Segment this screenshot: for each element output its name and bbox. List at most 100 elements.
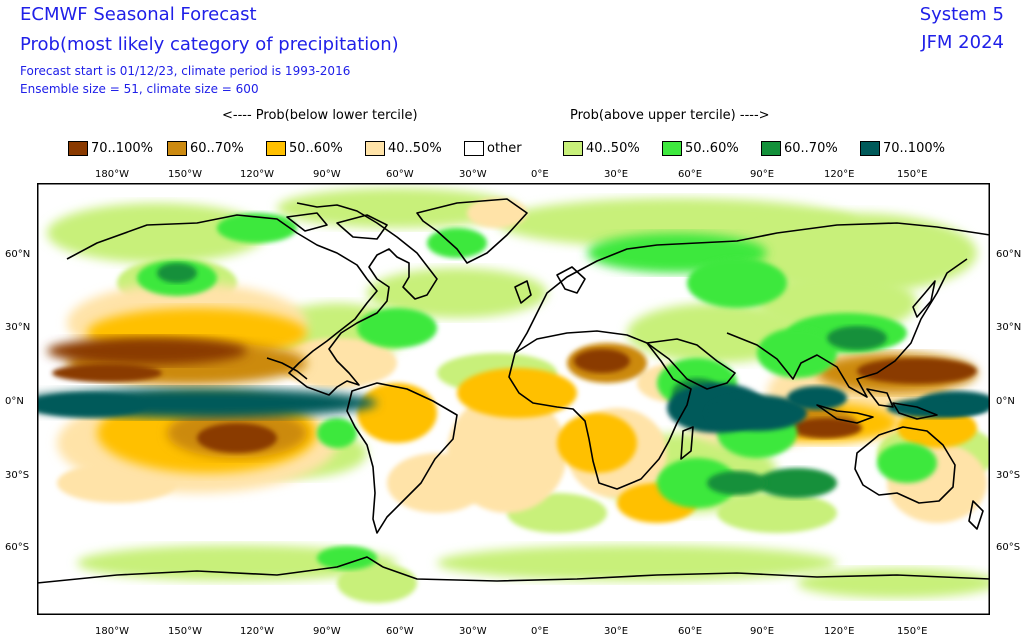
legend-label: 70..100% [883, 141, 945, 156]
probability-patch [77, 545, 397, 581]
map-frame [37, 183, 990, 615]
probability-patch [707, 395, 807, 431]
probability-patch [787, 386, 847, 410]
lon-tick-label: 60°E [678, 626, 703, 637]
lon-tick-label: 120°W [240, 169, 274, 180]
lon-tick-label: 90°W [313, 626, 341, 637]
probability-patch [47, 203, 267, 263]
lat-tick-label: 60°N [996, 249, 1022, 260]
probability-patch [717, 493, 837, 533]
legend-item: 50..60% [662, 140, 739, 157]
lon-tick-label: 150°W [168, 626, 202, 637]
lon-tick-label: 0°E [531, 626, 549, 637]
probability-patch [467, 198, 527, 228]
probability-patch [457, 368, 577, 418]
probability-patch [757, 468, 837, 498]
legend-item: 40..50% [365, 140, 442, 157]
lat-tick-label: 60°S [996, 542, 1021, 553]
period-label: JFM 2024 [921, 32, 1004, 53]
lon-tick-label: 180°W [95, 169, 129, 180]
legend-item: 70..100% [860, 140, 945, 157]
legend-label: 40..50% [586, 141, 640, 156]
legend-swatch [563, 141, 583, 156]
legend-label: 60..70% [190, 141, 244, 156]
legend-label: 70..100% [91, 141, 153, 156]
forecast-info: Forecast start is 01/12/23, climate peri… [20, 64, 351, 78]
probability-patch [574, 349, 630, 373]
probability-patch [557, 413, 637, 473]
lon-tick-label: 30°E [604, 626, 629, 637]
legend-item: 60..70% [167, 140, 244, 157]
legend-label: other [487, 141, 522, 156]
ensemble-info: Ensemble size = 51, climate size = 600 [20, 82, 259, 96]
legend-swatch [365, 141, 385, 156]
legend-label: 50..60% [685, 141, 739, 156]
precipitation-map [37, 183, 990, 615]
probability-patch [792, 418, 862, 438]
probability-patch [897, 408, 977, 448]
legend-swatch [464, 141, 484, 156]
lon-tick-label: 60°E [678, 169, 703, 180]
legend-item: 40..50% [563, 140, 640, 157]
lon-tick-label: 120°E [824, 169, 855, 180]
probability-patch [57, 463, 177, 503]
lat-tick-label: 30°S [996, 470, 1021, 481]
lon-tick-label: 120°W [240, 626, 274, 637]
probability-patch [427, 228, 487, 258]
probability-patch [47, 337, 247, 365]
legend-swatch [167, 141, 187, 156]
probability-patch [857, 358, 977, 384]
probability-patch [707, 471, 767, 495]
lon-tick-label: 120°E [824, 626, 855, 637]
legend-item: 70..100% [68, 140, 153, 157]
legend-swatch [68, 141, 88, 156]
probability-patch [157, 263, 197, 283]
lat-tick-label: 30°N [996, 322, 1022, 333]
probability-patch [277, 338, 397, 388]
lon-tick-label: 150°E [897, 626, 928, 637]
lon-tick-label: 180°W [95, 626, 129, 637]
legend-label: 50..60% [289, 141, 343, 156]
lon-tick-label: 150°E [897, 169, 928, 180]
probability-patch [277, 188, 517, 228]
legend-item: 60..70% [761, 140, 838, 157]
lon-tick-label: 30°W [459, 626, 487, 637]
lat-tick-label: 30°N [5, 322, 31, 333]
probability-patch [887, 398, 987, 418]
coastlines [37, 198, 990, 584]
map-subtitle: Prob(most likely category of precipitati… [20, 34, 399, 55]
legend-swatch [266, 141, 286, 156]
probability-patch [357, 383, 437, 443]
legend-swatch [860, 141, 880, 156]
legend-above-label: Prob(above upper tercile) ----> [570, 108, 770, 123]
probability-patch [217, 213, 297, 243]
lat-tick-label: 0°N [5, 396, 24, 407]
lon-tick-label: 60°W [386, 169, 414, 180]
probability-patch [657, 458, 737, 508]
legend-swatch [761, 141, 781, 156]
probability-patch [52, 364, 162, 382]
legend-item: 50..60% [266, 140, 343, 157]
lon-tick-label: 150°W [168, 169, 202, 180]
probability-patch [37, 393, 147, 417]
lat-tick-label: 30°S [5, 470, 30, 481]
probability-patch [317, 546, 377, 570]
lat-tick-label: 60°S [5, 542, 30, 553]
lon-tick-label: 30°W [459, 169, 487, 180]
probability-patch [687, 258, 787, 308]
probability-patch [317, 418, 357, 448]
legend-label: 60..70% [784, 141, 838, 156]
legend-swatch [662, 141, 682, 156]
legend-below-label: <---- Prob(below lower tercile) [222, 108, 418, 123]
probability-patch [827, 326, 887, 350]
probability-patch [757, 328, 837, 378]
lon-tick-label: 30°E [604, 169, 629, 180]
probability-patch [877, 443, 937, 483]
lat-tick-label: 0°N [996, 396, 1015, 407]
lon-tick-label: 0°E [531, 169, 549, 180]
probability-patch [437, 545, 837, 581]
probability-patch [387, 453, 487, 513]
legend-label: 40..50% [388, 141, 442, 156]
probability-patch [197, 423, 277, 453]
probability-patch [367, 268, 547, 318]
